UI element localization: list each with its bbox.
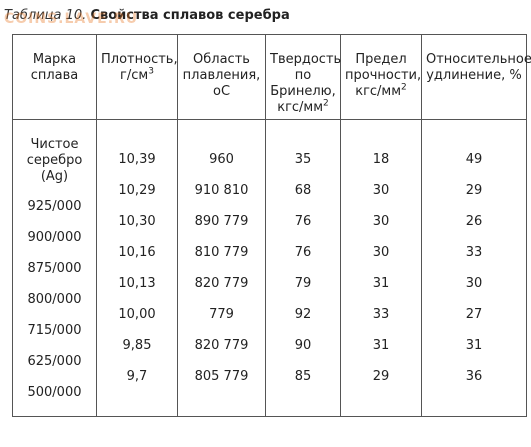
header-density: Плотность, г/см3: [96, 34, 178, 120]
data-row: Чистое серебро (Ag) 925/000 900/000 875/…: [12, 119, 527, 417]
melting-cell: 820 779: [194, 338, 249, 353]
elongation-cell: 26: [465, 214, 483, 229]
density-column: 10,39 10,29 10,30 10,16 10,13 10,00 9,85…: [96, 119, 178, 417]
strength-cell: 31: [372, 338, 390, 353]
density-cell: 10,16: [118, 245, 156, 260]
elongation-cell: 27: [465, 307, 483, 322]
grade-column: Чистое серебро (Ag) 925/000 900/000 875/…: [12, 119, 97, 417]
melting-cell: 805 779: [194, 369, 249, 384]
density-cell: 10,39: [118, 152, 156, 167]
grade-cell: 500/000: [27, 385, 82, 400]
melting-column: 960 910 810 890 779 810 779 820 779 779 …: [177, 119, 266, 417]
elongation-cell: 31: [465, 338, 483, 353]
density-cell: 10,00: [118, 307, 156, 322]
strength-cell: 18: [372, 152, 390, 167]
grade-cell: 875/000: [27, 261, 82, 276]
elongation-cell: 30: [465, 276, 483, 291]
header-grade: Марка сплава: [12, 34, 97, 120]
elongation-cell: 49: [465, 152, 483, 167]
hardness-column: 35 68 76 76 79 92 90 85: [265, 119, 341, 417]
density-cell: 9,7: [126, 369, 148, 384]
strength-cell: 30: [372, 214, 390, 229]
hardness-cell: 79: [294, 276, 312, 291]
table-number: Таблица 10.: [4, 8, 87, 23]
header-melting: Область плавления, оС: [177, 34, 266, 120]
header-row: Марка сплава Плотность, г/см3 Область пл…: [12, 34, 531, 120]
density-cell: 10,30: [118, 214, 156, 229]
melting-cell: 960: [209, 152, 234, 167]
table-title: Свойства сплавов серебра: [90, 8, 290, 23]
density-cell: 10,29: [118, 183, 156, 198]
grade-cell: 625/000: [27, 354, 82, 369]
grade-cell: 715/000: [27, 323, 82, 338]
hardness-cell: 85: [294, 369, 312, 384]
grade-cell: 925/000: [27, 199, 82, 214]
elongation-cell: 36: [465, 369, 483, 384]
grade-cell: Чистое серебро (Ag): [26, 137, 83, 184]
melting-cell: 820 779: [194, 276, 249, 291]
melting-cell: 910 810: [194, 183, 249, 198]
silver-alloys-table: Марка сплава Плотность, г/см3 Область пл…: [12, 34, 531, 417]
hardness-cell: 68: [294, 183, 312, 198]
melting-cell: 890 779: [194, 214, 249, 229]
density-cell: 9,85: [122, 338, 152, 353]
table-caption: Таблица 10. Свойства сплавов серебра: [4, 6, 290, 26]
elongation-cell: 29: [465, 183, 483, 198]
header-hardness: Твердость по Бринелю, кгс/мм2: [265, 34, 341, 120]
grade-cell: 800/000: [27, 292, 82, 307]
elongation-column: 49 29 26 33 30 27 31 36: [421, 119, 527, 417]
melting-cell: 810 779: [194, 245, 249, 260]
strength-cell: 31: [372, 276, 390, 291]
header-elongation: Относительное удлинение, %: [421, 34, 531, 120]
hardness-cell: 35: [294, 152, 312, 167]
strength-column: 18 30 30 30 31 33 31 29: [340, 119, 422, 417]
hardness-cell: 76: [294, 245, 312, 260]
header-strength: Предел прочности, кгс/мм2: [340, 34, 422, 120]
density-cell: 10,13: [118, 276, 156, 291]
elongation-cell: 33: [465, 245, 483, 260]
strength-cell: 30: [372, 183, 390, 198]
strength-cell: 33: [372, 307, 390, 322]
hardness-cell: 92: [294, 307, 312, 322]
grade-cell: 900/000: [27, 230, 82, 245]
hardness-cell: 76: [294, 214, 312, 229]
hardness-cell: 90: [294, 338, 312, 353]
melting-cell: 779: [209, 307, 234, 322]
strength-cell: 30: [372, 245, 390, 260]
strength-cell: 29: [372, 369, 390, 384]
